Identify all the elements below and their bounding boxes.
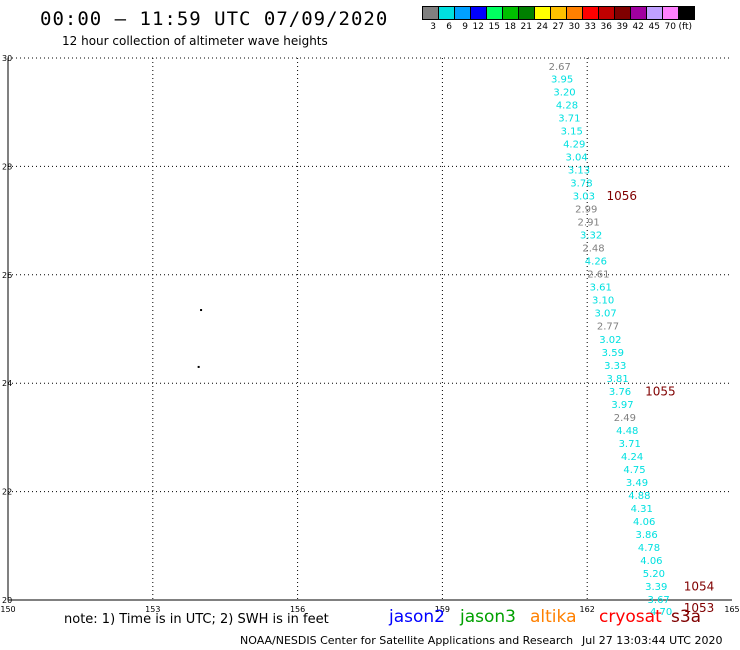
x-tick-label: 162	[580, 605, 595, 614]
wave-height-value: 3.07	[594, 309, 616, 320]
wave-height-value: 3.81	[607, 374, 629, 385]
wave-height-value: 2.61	[587, 270, 609, 281]
wave-height-value: 3.59	[602, 348, 624, 359]
y-tick-label: 22	[2, 488, 12, 497]
colorbar-label: 24	[536, 22, 548, 32]
wave-height-value: 2.99	[575, 205, 597, 216]
credit-text: NOAA/NESDIS Center for Satellite Applica…	[240, 634, 574, 647]
wave-height-value: 3.71	[619, 439, 641, 450]
wave-height-value: 4.29	[563, 140, 585, 151]
wave-height-value: 3.15	[561, 127, 583, 138]
timestamp-text: Jul 27 13:03:44 UTC 2020	[582, 634, 723, 647]
wave-height-value: 3.78	[570, 179, 592, 190]
colorbar-label: 30	[568, 22, 580, 32]
wave-height-value: 2.91	[578, 218, 600, 229]
wave-height-value: 4.31	[631, 504, 653, 515]
time-label: 1054	[684, 579, 715, 593]
wave-height-value: 4.48	[616, 426, 638, 437]
x-tick-label: 159	[435, 605, 450, 614]
legend-cryosat: cryosat	[599, 607, 662, 627]
legend-jason3: jason3	[460, 607, 516, 627]
wave-height-value: 3.03	[573, 192, 595, 203]
colorbar-label: 27	[552, 22, 564, 32]
y-tick-label: 20	[2, 596, 12, 605]
colorbar-label: 33	[584, 22, 596, 32]
wave-height-value: 4.26	[585, 257, 607, 268]
wave-height-value: 3.32	[580, 231, 602, 242]
wave-height-value: 3.02	[599, 335, 621, 346]
colorbar-label: 70	[664, 22, 676, 32]
colorbar-label: 6	[446, 22, 452, 32]
wave-height-value: 3.76	[609, 387, 631, 398]
wave-height-value: 3.95	[551, 75, 573, 86]
wave-height-value: 3.49	[626, 478, 648, 489]
colorbar-swatch	[678, 6, 695, 20]
y-tick-label: 30	[2, 54, 12, 63]
chart-title: 00:00 – 11:59 UTC 07/09/2020	[40, 8, 389, 30]
colorbar-label: 21	[520, 22, 532, 32]
legend-jason2: jason2	[389, 607, 445, 627]
wave-height-value: 4.70	[650, 607, 672, 618]
x-tick-label: 153	[145, 605, 160, 614]
wave-height-value: 3.10	[592, 296, 614, 307]
legend-s3a: s3a	[671, 607, 702, 627]
wave-height-value: 4.75	[623, 465, 645, 476]
colorbar-label: 42	[632, 22, 644, 32]
wave-height-value: 2.67	[549, 62, 571, 73]
wave-height-value: 3.71	[558, 114, 580, 125]
y-tick-label: 26	[2, 271, 12, 280]
x-tick-label: 165	[724, 605, 739, 614]
colorbar-label: 15	[488, 22, 500, 32]
wave-height-value: 3.20	[553, 88, 575, 99]
x-tick-label: 150	[0, 605, 15, 614]
legend-altika: altika	[530, 607, 577, 627]
wave-height-value: 4.28	[556, 101, 578, 112]
colorbar-label: 45	[648, 22, 660, 32]
colorbar	[422, 6, 695, 20]
wave-height-value: 4.88	[628, 491, 650, 502]
wave-height-value: 3.86	[635, 530, 657, 541]
colorbar-label: 39	[616, 22, 628, 32]
colorbar-label: 36	[600, 22, 612, 32]
time-label: 1055	[645, 384, 676, 398]
wave-height-value: 4.06	[633, 517, 655, 528]
time-label: 1056	[607, 189, 638, 203]
wave-height-value: 3.67	[648, 595, 670, 606]
wave-height-value: 2.48	[582, 244, 604, 255]
y-tick-label: 28	[2, 162, 12, 171]
wave-height-value: 2.77	[597, 322, 619, 333]
colorbar-label: 12	[472, 22, 484, 32]
colorbar-label: 9	[462, 22, 468, 32]
time-label: 1053	[684, 601, 715, 615]
wave-height-value: 4.78	[638, 543, 660, 554]
chart-subtitle: 12 hour collection of altimeter wave hei…	[62, 34, 328, 48]
wave-height-value: 4.06	[640, 556, 662, 567]
colorbar-label: 18	[504, 22, 516, 32]
wave-height-value: 5.20	[643, 569, 665, 580]
wave-height-value: 2.49	[614, 413, 636, 424]
wave-height-value: 3.97	[611, 400, 633, 411]
wave-height-value: 3.13	[568, 166, 590, 177]
wave-height-value: 3.39	[645, 582, 667, 593]
wave-height-value: 3.33	[604, 361, 626, 372]
data-dot	[200, 309, 203, 312]
wave-height-value: 3.04	[565, 153, 587, 164]
data-dot	[197, 365, 200, 368]
wave-height-value: 4.24	[621, 452, 643, 463]
wave-height-value: 3.61	[590, 283, 612, 294]
units-note: note: 1) Time is in UTC; 2) SWH is in fe…	[64, 612, 329, 627]
colorbar-label: (ft)	[678, 22, 692, 32]
colorbar-label: 3	[430, 22, 436, 32]
y-tick-label: 24	[2, 379, 12, 388]
x-tick-label: 156	[290, 605, 305, 614]
